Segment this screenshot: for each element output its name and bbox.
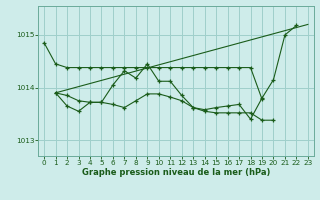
X-axis label: Graphe pression niveau de la mer (hPa): Graphe pression niveau de la mer (hPa) bbox=[82, 168, 270, 177]
